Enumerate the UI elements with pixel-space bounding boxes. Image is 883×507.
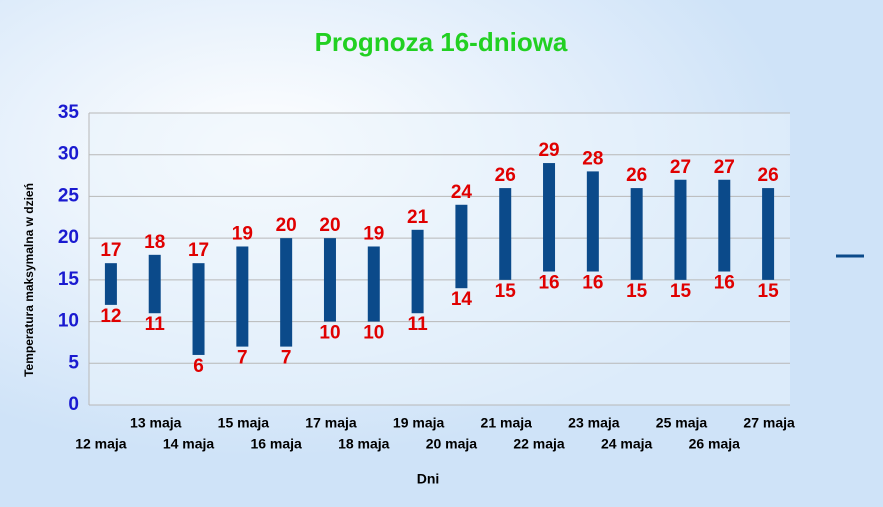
range-bar <box>367 246 380 322</box>
high-label: 19 <box>232 224 253 245</box>
x-tick-label: 15 maja <box>218 415 270 431</box>
high-label: 17 <box>188 240 209 261</box>
low-label: 11 <box>145 314 166 335</box>
high-label: 27 <box>714 157 735 178</box>
chart-title: Prognoza 16-dniowa <box>315 27 568 57</box>
y-tick-label: 35 <box>58 102 80 123</box>
low-label: 15 <box>670 281 692 302</box>
y-tick-label: 15 <box>58 269 80 290</box>
range-bar <box>192 263 205 355</box>
high-label: 19 <box>363 224 384 245</box>
plot-area <box>89 113 790 405</box>
range-bar <box>104 263 117 305</box>
range-bar <box>411 229 424 314</box>
range-bar <box>236 246 249 347</box>
high-label: 28 <box>582 148 603 169</box>
high-label: 29 <box>538 140 559 161</box>
low-label: 16 <box>582 273 603 294</box>
x-tick-label: 16 maja <box>250 436 302 452</box>
low-label: 7 <box>281 348 292 369</box>
x-tick-label: 25 maja <box>656 415 708 431</box>
y-tick-label: 20 <box>58 227 79 248</box>
range-bar <box>630 188 643 280</box>
high-label: 17 <box>100 240 121 261</box>
x-tick-label: 12 maja <box>75 436 127 452</box>
range-bar <box>280 238 293 347</box>
low-label: 16 <box>714 273 735 294</box>
high-label: 26 <box>626 165 647 186</box>
y-tick-label: 30 <box>58 144 79 165</box>
x-tick-label: 18 maja <box>338 436 390 452</box>
x-tick-label: 20 maja <box>426 436 478 452</box>
high-label: 24 <box>451 182 473 203</box>
x-axis-title: Dni <box>417 471 440 487</box>
range-bar <box>148 254 161 314</box>
low-label: 14 <box>451 289 473 310</box>
low-label: 10 <box>319 323 340 344</box>
low-label: 15 <box>495 281 517 302</box>
low-label: 15 <box>758 281 780 302</box>
low-label: 15 <box>626 281 648 302</box>
x-tick-label: 17 maja <box>305 415 357 431</box>
x-tick-label: 22 maja <box>513 436 565 452</box>
x-tick-label: 26 maja <box>689 436 741 452</box>
range-bar <box>323 238 336 322</box>
x-tick-label: 27 maja <box>743 415 795 431</box>
high-label: 18 <box>144 232 165 253</box>
range-bar <box>674 179 687 280</box>
range-bar <box>455 204 468 289</box>
y-tick-label: 5 <box>68 352 79 373</box>
high-label: 21 <box>407 207 429 228</box>
range-bar <box>718 179 731 272</box>
range-bar <box>762 188 775 280</box>
low-label: 11 <box>408 314 429 335</box>
high-label: 20 <box>276 215 297 236</box>
x-tick-label: 21 maja <box>481 415 533 431</box>
x-tick-label: 14 maja <box>163 436 215 452</box>
x-tick-label: 13 maja <box>130 415 182 431</box>
x-tick-label: 23 maja <box>568 415 620 431</box>
low-label: 16 <box>538 273 559 294</box>
y-tick-label: 25 <box>58 185 80 206</box>
high-label: 27 <box>670 157 691 178</box>
y-axis-title: Temperatura maksymalna w dzień <box>22 183 36 377</box>
low-label: 10 <box>363 323 384 344</box>
low-label: 12 <box>100 306 121 327</box>
high-label: 20 <box>319 215 340 236</box>
x-tick-label: 19 maja <box>393 415 445 431</box>
high-label: 26 <box>495 165 516 186</box>
y-tick-label: 0 <box>68 394 79 415</box>
range-bar <box>499 188 512 280</box>
y-tick-label: 10 <box>58 311 79 332</box>
range-bar <box>586 171 599 272</box>
high-label: 26 <box>758 165 779 186</box>
range-bar <box>543 163 556 272</box>
x-tick-label: 24 maja <box>601 436 653 452</box>
low-label: 6 <box>193 356 204 377</box>
low-label: 7 <box>237 348 248 369</box>
